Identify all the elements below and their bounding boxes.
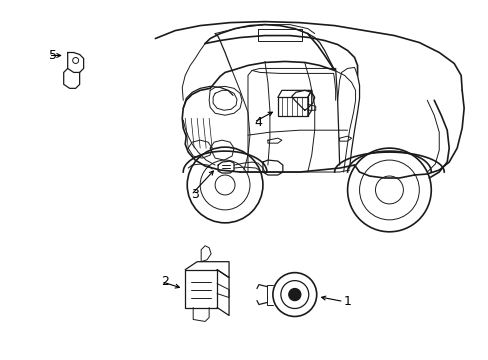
Circle shape bbox=[288, 289, 300, 301]
Text: 5: 5 bbox=[49, 49, 57, 62]
Text: 4: 4 bbox=[253, 116, 262, 129]
Text: 1: 1 bbox=[343, 295, 351, 308]
Text: 3: 3 bbox=[191, 188, 199, 202]
Text: 2: 2 bbox=[161, 275, 169, 288]
